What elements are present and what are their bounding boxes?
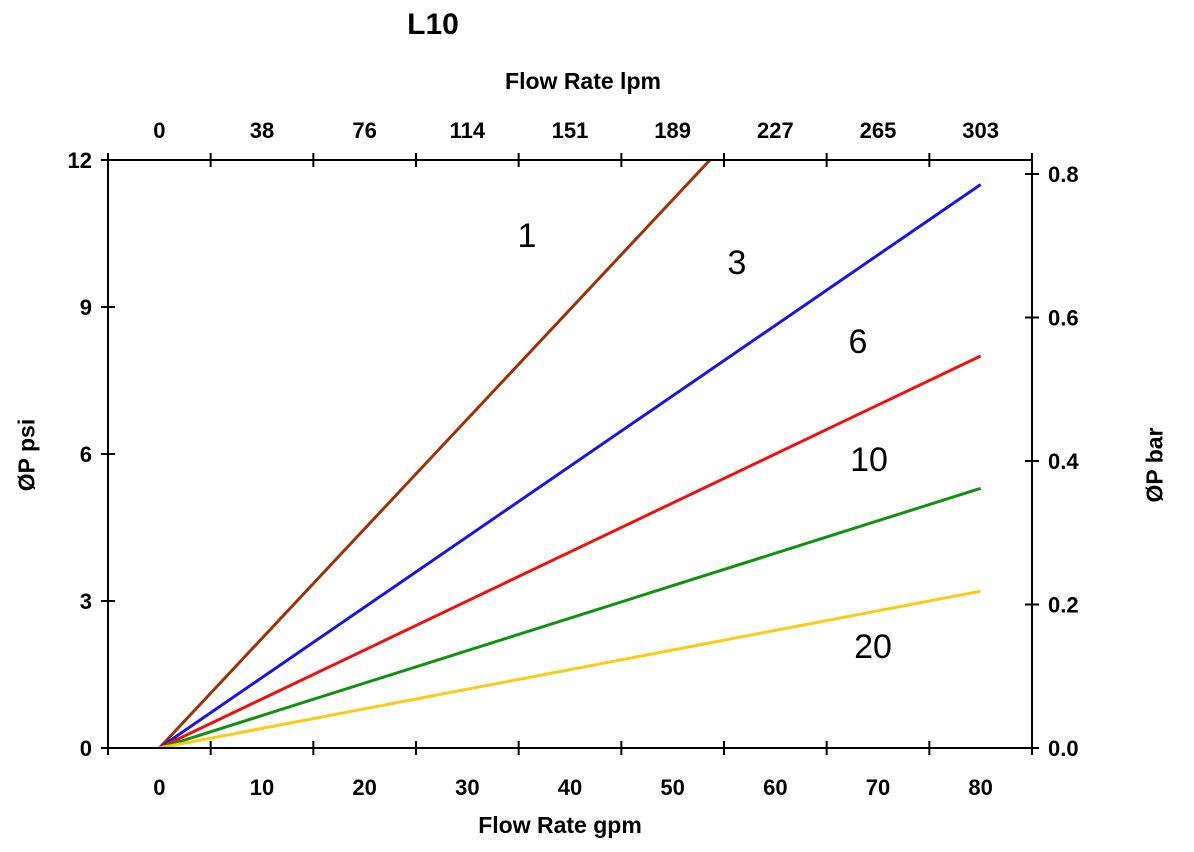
right-tick-label: 0.4 [1048, 449, 1079, 474]
bottom-tick-label: 10 [250, 775, 274, 800]
top-tick-label: 114 [450, 118, 486, 143]
series-label-20: 20 [854, 628, 892, 666]
top-tick-label: 303 [962, 118, 999, 143]
top-tick-label: 0 [153, 118, 165, 143]
right-tick-label: 0.6 [1048, 306, 1079, 331]
top-axis-title: Flow Rate lpm [505, 68, 661, 94]
top-tick-label: 151 [552, 118, 589, 143]
series-label-10: 10 [850, 441, 888, 479]
top-tick-label: 76 [352, 118, 376, 143]
series-line-10 [158, 486, 982, 748]
chart-title: L10 [407, 8, 459, 41]
series-label-1: 1 [518, 217, 537, 255]
right-tick-label: 0.8 [1048, 162, 1079, 187]
bottom-tick-label: 70 [866, 775, 890, 800]
bottom-tick-label: 60 [763, 775, 787, 800]
top-tick-label: 38 [250, 118, 274, 143]
bottom-axis-title: Flow Rate gpm [478, 812, 642, 838]
right-tick-label: 0.2 [1048, 593, 1079, 618]
bottom-tick-label: 50 [660, 775, 684, 800]
right-tick-label: 0.0 [1048, 736, 1079, 761]
top-tick-label: 189 [654, 118, 691, 143]
left-tick-label: 6 [80, 442, 92, 467]
top-tick-label: 265 [860, 118, 897, 143]
series-line-20 [159, 589, 981, 748]
series-label-6: 6 [849, 323, 868, 361]
bottom-tick-label: 0 [153, 775, 165, 800]
bottom-tick-label: 80 [968, 775, 992, 800]
left-tick-label: 3 [80, 589, 92, 614]
series-line-6 [158, 354, 982, 748]
series-line-3 [158, 183, 982, 748]
left-tick-label: 12 [68, 148, 92, 173]
bottom-tick-label: 40 [558, 775, 582, 800]
left-tick-label: 9 [80, 295, 92, 320]
plot-border [107, 159, 1033, 749]
series-label-3: 3 [728, 244, 747, 282]
bottom-tick-label: 20 [352, 775, 376, 800]
series-line-1 [158, 160, 713, 748]
bottom-tick-label: 30 [455, 775, 479, 800]
top-tick-label: 227 [757, 118, 794, 143]
left-tick-label: 0 [80, 736, 92, 761]
